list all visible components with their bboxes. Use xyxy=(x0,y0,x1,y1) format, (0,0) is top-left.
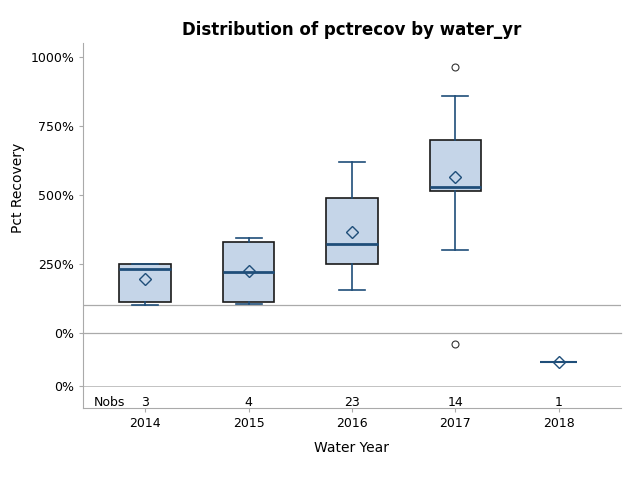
Text: 23: 23 xyxy=(344,396,360,409)
Text: 4: 4 xyxy=(244,396,253,409)
PathPatch shape xyxy=(120,264,171,302)
PathPatch shape xyxy=(223,242,275,302)
Text: Nobs: Nobs xyxy=(94,396,125,409)
Text: 3: 3 xyxy=(141,396,149,409)
PathPatch shape xyxy=(429,140,481,191)
Title: Distribution of pctrecov by water_yr: Distribution of pctrecov by water_yr xyxy=(182,21,522,39)
Y-axis label: Pct Recovery: Pct Recovery xyxy=(11,143,25,233)
Text: 1: 1 xyxy=(555,396,563,409)
PathPatch shape xyxy=(326,198,378,264)
Text: 14: 14 xyxy=(447,396,463,409)
X-axis label: Water Year: Water Year xyxy=(314,441,390,455)
